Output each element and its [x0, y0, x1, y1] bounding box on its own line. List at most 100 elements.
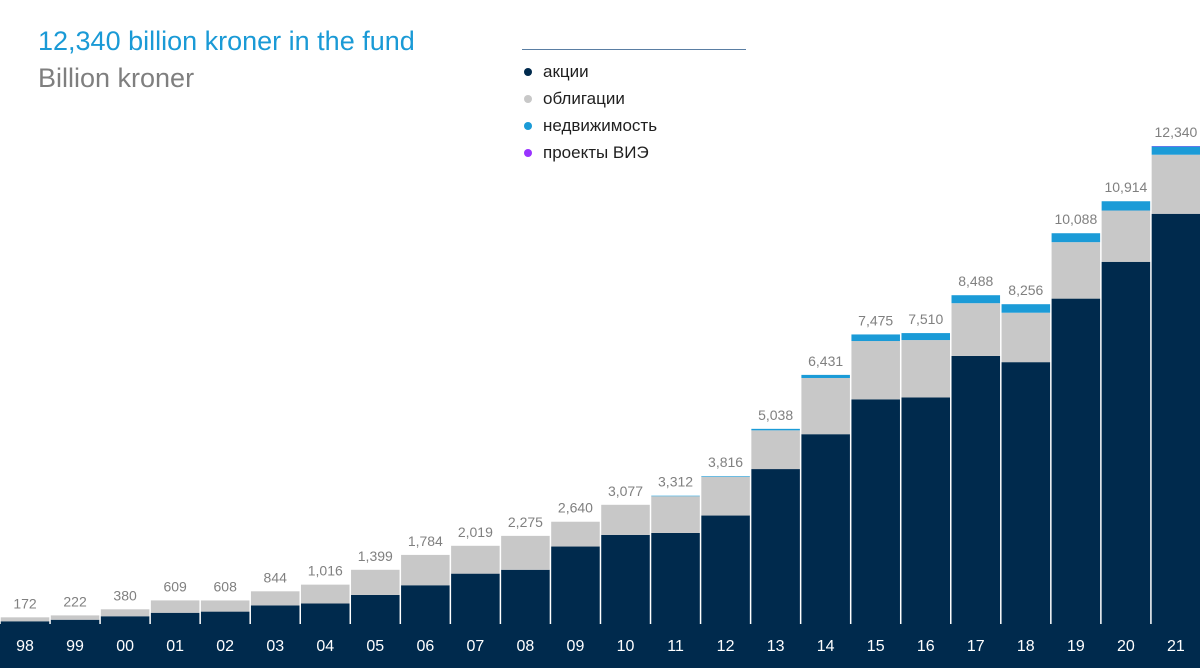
x-tick-99: 99: [66, 638, 84, 655]
total-label-17: 8,488: [958, 273, 993, 289]
bar-segment-18-series-0: [1001, 362, 1051, 624]
legend-swatch-renewables: [524, 148, 532, 157]
bar-segment-18-series-1: [1001, 312, 1051, 363]
bar-segment-03-series-0: [250, 605, 300, 624]
bar-segment-15-series-1: [851, 341, 900, 400]
legend-item-stocks: акции: [524, 58, 746, 85]
total-label-18: 8,256: [1008, 282, 1043, 298]
x-tick-16: 16: [917, 638, 935, 655]
total-label-20: 10,914: [1104, 179, 1147, 195]
total-label-02: 608: [214, 578, 238, 594]
chart-title: 12,340 billion kroner in the fund: [38, 26, 415, 56]
bar-segment-07-series-0: [451, 573, 500, 624]
total-label-15: 7,475: [858, 312, 893, 328]
x-tick-18: 18: [1017, 638, 1035, 655]
bar-segment-20-series-2: [1101, 201, 1151, 211]
bar-segment-20-series-1: [1101, 210, 1151, 262]
total-label-04: 1,016: [308, 563, 343, 579]
bar-segment-11-series-0: [651, 532, 700, 624]
total-label-14: 6,431: [808, 353, 843, 369]
bar-segment-04-series-0: [300, 603, 350, 624]
legend-label-real-estate: недвижимость: [543, 115, 658, 135]
bar-segment-10-series-0: [601, 534, 650, 624]
bar-segment-05-series-1: [351, 569, 400, 595]
bar-segment-00-series-1: [100, 609, 150, 617]
bar-segment-17-series-0: [951, 355, 1001, 624]
bar-segment-06-series-0: [401, 585, 450, 624]
bar-segment-04-series-1: [300, 584, 350, 604]
bar-segment-14-series-2: [801, 374, 850, 378]
bar-segment-17-series-1: [951, 303, 1001, 356]
bar-segment-01-series-1: [150, 600, 200, 613]
bar-segment-16-series-0: [901, 397, 951, 624]
bar-segment-13-series-2: [751, 428, 800, 431]
x-tick-02: 02: [216, 638, 234, 655]
x-tick-09: 09: [567, 638, 585, 655]
total-label-03: 844: [264, 569, 288, 585]
bar-segment-03-series-1: [250, 591, 300, 606]
total-label-19: 10,088: [1054, 211, 1097, 227]
total-label-00: 380: [113, 587, 137, 603]
bar-segment-15-series-2: [851, 334, 900, 342]
legend-swatch-bonds: [524, 94, 532, 103]
legend-label-stocks: акции: [543, 61, 589, 81]
bar-segment-09-series-1: [551, 521, 600, 547]
x-tick-08: 08: [517, 638, 535, 655]
bar-segment-19-series-1: [1051, 242, 1101, 299]
bar-segment-98-series-0: [0, 621, 50, 624]
x-tick-06: 06: [416, 638, 434, 655]
total-label-98: 172: [13, 595, 37, 611]
bar-segment-13-series-1: [751, 430, 800, 470]
total-label-13: 5,038: [758, 407, 793, 423]
bar-segment-18-series-2: [1001, 304, 1051, 313]
total-label-09: 2,640: [558, 500, 593, 516]
bar-segment-08-series-1: [501, 535, 550, 570]
bar-segment-16-series-1: [901, 340, 951, 398]
bar-segment-10-series-1: [601, 504, 650, 535]
bar-segment-14-series-0: [801, 434, 850, 624]
legend-item-bonds: облигации: [524, 85, 746, 112]
bar-segment-98-series-1: [0, 617, 50, 622]
x-tick-13: 13: [767, 638, 785, 655]
bar-segment-19-series-2: [1051, 233, 1101, 243]
bar-segment-00-series-0: [100, 616, 150, 624]
bar-segment-07-series-1: [451, 545, 500, 574]
bar-segment-12-series-1: [701, 476, 750, 516]
x-axis-band: [0, 624, 1200, 668]
bar-segment-21-series-1: [1151, 154, 1200, 214]
bar-segment-12-series-2: [701, 476, 750, 477]
x-tick-01: 01: [166, 638, 184, 655]
bar-segment-20-series-0: [1101, 261, 1151, 624]
bar-segment-21-series-0: [1151, 213, 1200, 625]
x-tick-05: 05: [366, 638, 384, 655]
x-tick-10: 10: [617, 638, 635, 655]
x-tick-11: 11: [667, 638, 684, 655]
legend-swatch-stocks: [524, 67, 532, 76]
bar-segment-14-series-1: [801, 377, 850, 435]
total-label-06: 1,784: [408, 533, 443, 549]
x-tick-00: 00: [116, 638, 134, 655]
total-label-99: 222: [63, 593, 87, 609]
bar-segment-16-series-2: [901, 333, 951, 341]
legend-item-real-estate: недвижимость: [524, 112, 746, 139]
bar-segment-02-series-1: [200, 600, 250, 612]
x-tick-14: 14: [817, 638, 835, 655]
bar-segment-12-series-0: [701, 515, 750, 624]
bar-segment-17-series-2: [951, 295, 1001, 304]
x-tick-21: 21: [1167, 638, 1185, 655]
bar-segment-11-series-1: [651, 496, 700, 533]
bar-segment-08-series-0: [501, 569, 550, 624]
x-tick-04: 04: [316, 638, 334, 655]
total-label-11: 3,312: [658, 474, 693, 490]
total-label-01: 609: [163, 578, 187, 594]
legend-swatch-real-estate: [524, 121, 532, 130]
bar-segment-05-series-0: [351, 594, 400, 624]
bar-segment-99-series-0: [50, 619, 100, 624]
bar-segment-19-series-0: [1051, 298, 1101, 624]
x-tick-03: 03: [266, 638, 284, 655]
x-tick-98: 98: [16, 638, 34, 655]
chart-subtitle: Billion kroner: [38, 63, 195, 93]
bar-segment-99-series-1: [50, 615, 100, 620]
bars-group: [0, 146, 1200, 625]
